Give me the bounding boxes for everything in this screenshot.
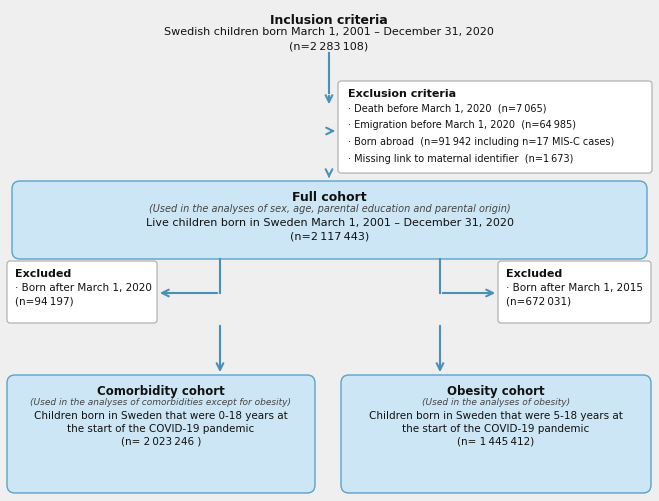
Text: (n=672 031): (n=672 031)	[506, 297, 571, 307]
Text: Children born in Sweden that were 0-18 years at: Children born in Sweden that were 0-18 y…	[34, 411, 288, 421]
Text: · Emigration before March 1, 2020  (n=64 985): · Emigration before March 1, 2020 (n=64 …	[348, 120, 576, 130]
FancyBboxPatch shape	[12, 181, 647, 259]
FancyBboxPatch shape	[7, 261, 157, 323]
Text: (n=2 117 443): (n=2 117 443)	[290, 231, 369, 241]
Text: · Born abroad  (n=91 942 including n=17 MIS-C cases): · Born abroad (n=91 942 including n=17 M…	[348, 137, 614, 147]
Text: · Born after March 1, 2015: · Born after March 1, 2015	[506, 283, 643, 293]
Text: (n=94 197): (n=94 197)	[15, 297, 74, 307]
Text: Excluded: Excluded	[506, 269, 562, 279]
Text: Children born in Sweden that were 5-18 years at: Children born in Sweden that were 5-18 y…	[369, 411, 623, 421]
FancyBboxPatch shape	[338, 81, 652, 173]
Text: Full cohort: Full cohort	[292, 191, 367, 204]
Text: · Born after March 1, 2020: · Born after March 1, 2020	[15, 283, 152, 293]
FancyBboxPatch shape	[7, 375, 315, 493]
Text: Exclusion criteria: Exclusion criteria	[348, 89, 456, 99]
Text: Excluded: Excluded	[15, 269, 71, 279]
FancyBboxPatch shape	[498, 261, 651, 323]
Text: Live children born in Sweden March 1, 2001 – December 31, 2020: Live children born in Sweden March 1, 20…	[146, 218, 513, 228]
FancyBboxPatch shape	[341, 375, 651, 493]
Text: Inclusion criteria: Inclusion criteria	[270, 14, 388, 27]
Text: the start of the COVID-19 pandemic: the start of the COVID-19 pandemic	[67, 424, 254, 434]
Text: the start of the COVID-19 pandemic: the start of the COVID-19 pandemic	[403, 424, 590, 434]
Text: (n= 1 445 412): (n= 1 445 412)	[457, 437, 534, 447]
Text: · Death before March 1, 2020  (n=7 065): · Death before March 1, 2020 (n=7 065)	[348, 103, 546, 113]
Text: Comorbidity cohort: Comorbidity cohort	[97, 385, 225, 398]
Text: (Used in the analyses of sex, age, parental education and parental origin): (Used in the analyses of sex, age, paren…	[149, 204, 510, 214]
Text: · Missing link to maternal identifier  (n=1 673): · Missing link to maternal identifier (n…	[348, 154, 573, 164]
Text: (n= 2 023 246 ): (n= 2 023 246 )	[121, 437, 201, 447]
Text: Obesity cohort: Obesity cohort	[447, 385, 545, 398]
Text: Swedish children born March 1, 2001 – December 31, 2020: Swedish children born March 1, 2001 – De…	[164, 27, 494, 37]
Text: (Used in the analyses of comorbidities except for obesity): (Used in the analyses of comorbidities e…	[30, 398, 291, 407]
Text: (n=2 283 108): (n=2 283 108)	[289, 41, 368, 51]
Text: (Used in the analyses of obesity): (Used in the analyses of obesity)	[422, 398, 570, 407]
